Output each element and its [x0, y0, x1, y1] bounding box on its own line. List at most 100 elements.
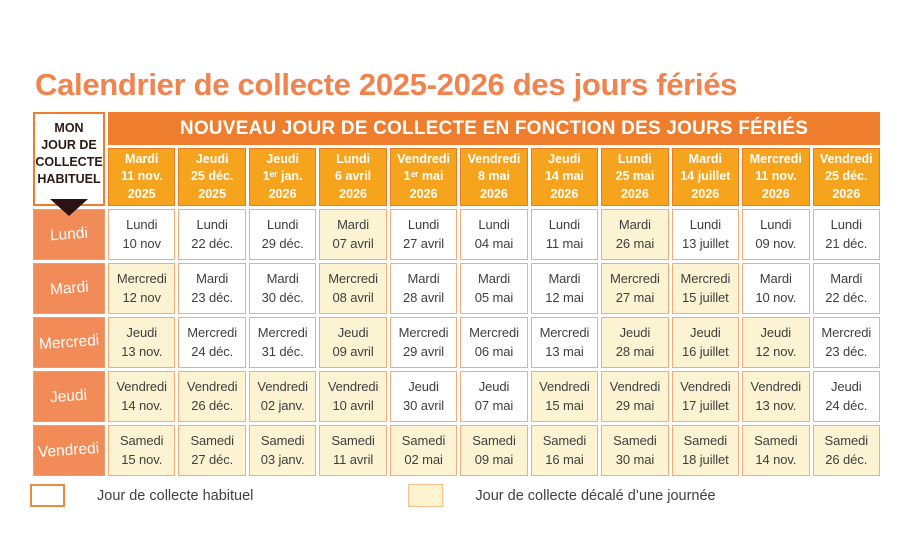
collection-cell-text: 17 juillet — [682, 397, 729, 413]
holiday-column-header-text: 2026 — [550, 186, 579, 201]
collection-cell: Mercredi 12 nov — [108, 263, 176, 314]
collection-cell: Samedi 11 avril — [319, 425, 387, 476]
collection-cell-text: Vendredi — [116, 379, 167, 395]
collection-cell: Vendredi 10 avril — [319, 371, 387, 422]
collection-cell: Jeudi 09 avril — [319, 317, 387, 368]
collection-cell-text: Samedi — [190, 433, 234, 449]
collection-cell-text: Lundi — [126, 217, 158, 233]
row-header-vendredi: Vendredi — [33, 425, 105, 476]
main-header-band: NOUVEAU JOUR DE COLLECTE EN FONCTION DES… — [108, 112, 880, 145]
collection-cell-text: Mercredi — [680, 271, 731, 287]
collection-cell-text: Mercredi — [469, 325, 519, 341]
collection-cell-text: 10 nov. — [755, 289, 797, 305]
collection-cell-text: Lundi — [830, 217, 862, 233]
collection-cell-text: 14 nov. — [755, 451, 797, 467]
row-header-mardi: Mardi — [33, 263, 105, 314]
holiday-column-header: Jeudi 25 déc. 2025 — [178, 148, 246, 206]
holiday-column-header: Vendredi 1ᵉʳ mai 2026 — [389, 148, 458, 206]
collection-cell-text: 29 déc. — [261, 235, 304, 251]
collection-cell: Vendredi 13 nov. — [742, 371, 810, 422]
holiday-column-header-text: 2026 — [832, 186, 861, 201]
collection-cell-text: Mercredi — [328, 271, 378, 287]
collection-cell-text: Samedi — [613, 433, 657, 449]
holiday-column-header-text: 1ᵉʳ jan. — [262, 169, 303, 184]
collection-cell-text: 27 avril — [402, 235, 445, 251]
row-header-mercredi-text: Mercredi — [38, 331, 100, 353]
collection-cell: Samedi 14 nov. — [742, 425, 810, 476]
collection-cell: Samedi 30 mai — [601, 425, 669, 476]
collection-cell-text: Mercredi — [257, 325, 308, 341]
holiday-column-header: Lundi 25 mai 2026 — [601, 148, 669, 206]
collection-cell: Vendredi 15 mai — [530, 371, 599, 422]
collection-cell-text: 30 mai — [615, 451, 655, 467]
collection-cell-text: Jeudi — [690, 325, 721, 341]
collection-cell-text: Mercredi — [821, 325, 872, 341]
collection-cell-text: 22 déc. — [191, 235, 234, 251]
collection-cell-text: Vendredi — [539, 379, 590, 395]
collection-cell-text: 13 mai — [545, 343, 584, 359]
holiday-column-header-text: Lundi — [617, 151, 652, 166]
collection-cell: Samedi 16 mai — [530, 425, 599, 476]
holiday-column-header-text: 8 mai — [478, 169, 510, 184]
holiday-column-header-text: Mardi — [125, 151, 159, 166]
holiday-column-header: Mardi 14 juillet 2026 — [671, 148, 740, 206]
collection-cell-text: Vendredi — [327, 379, 379, 395]
collection-cell: Mardi 10 nov. — [742, 263, 810, 314]
collection-cell-text: 06 mai — [474, 343, 514, 359]
row-header-mardi-text: Mardi — [49, 278, 89, 298]
collection-cell-text: 02 mai — [404, 451, 443, 467]
collection-cell: Samedi 27 déc. — [178, 425, 246, 476]
collection-cell: Jeudi 07 mai — [460, 371, 528, 422]
holiday-column-header-text: 2025 — [198, 186, 227, 201]
collection-cell-text: 26 déc. — [191, 397, 234, 413]
collection-cell-text: Mercredi — [398, 325, 449, 341]
collection-cell-text: 18 juillet — [682, 451, 729, 467]
collection-cell: Jeudi 16 juillet — [671, 317, 740, 368]
collection-cell: Mardi 23 déc. — [178, 263, 246, 314]
collection-cell-text: Jeudi — [830, 379, 862, 395]
collection-cell: Mardi 07 avril — [319, 209, 387, 260]
holiday-column-header-text: Lundi — [336, 151, 371, 166]
collection-cell-text: Mardi — [266, 271, 299, 287]
holiday-column-header-text: 2026 — [339, 186, 367, 201]
collection-cell-text: Jeudi — [126, 325, 158, 341]
collection-cell-text: Jeudi — [337, 325, 369, 341]
collection-cell-text: 22 déc. — [825, 289, 868, 305]
collection-cell-text: 23 déc. — [825, 343, 868, 359]
collection-cell: Vendredi 02 janv. — [248, 371, 317, 422]
collection-cell-text: Mardi — [618, 217, 651, 233]
holiday-column-header-text: 11 nov. — [755, 169, 797, 184]
collection-cell-text: 23 déc. — [191, 289, 234, 305]
collection-cell-text: Samedi — [683, 433, 728, 449]
holiday-column-header: Vendredi 25 déc. 2026 — [812, 148, 880, 206]
collection-cell-text: 12 nov. — [755, 343, 797, 359]
collection-cell-text: Jeudi — [478, 379, 510, 395]
collection-cell: Lundi 13 juillet — [671, 209, 740, 260]
holiday-column-header: Jeudi 14 mai 2026 — [530, 148, 599, 206]
legend-shifted-label: Jour de collecte décalé d’une journée — [475, 487, 716, 504]
collection-cell-text: Samedi — [754, 433, 798, 449]
collection-cell-text: 24 déc. — [825, 397, 868, 413]
collection-cell-text: 29 avril — [402, 343, 445, 359]
collection-cell: Samedi 03 janv. — [248, 425, 317, 476]
holiday-column-header: Mardi 11 nov. 2025 — [108, 148, 176, 206]
holiday-column-header-text: 14 juillet — [680, 169, 731, 184]
collection-cell-text: Vendredi — [186, 379, 238, 395]
collection-cell: Mardi 05 mai — [460, 263, 528, 314]
holiday-column-header-text: 2026 — [409, 186, 438, 201]
collection-cell: Lundi 29 déc. — [248, 209, 317, 260]
legend-habitual-swatch — [30, 484, 65, 507]
collection-cell: Mercredi 06 mai — [460, 317, 528, 368]
holiday-column-header: Jeudi 1ᵉʳ jan. 2026 — [248, 148, 317, 206]
collection-cell-text: Lundi — [548, 217, 581, 233]
holiday-column-header-text: 2026 — [268, 186, 297, 201]
collection-cell-text: Samedi — [472, 433, 516, 449]
collection-cell-text: 09 nov. — [755, 235, 797, 251]
collection-cell-text: Mardi — [196, 271, 229, 287]
collection-cell-text: 27 déc. — [191, 451, 234, 467]
collection-cell-text: 16 mai — [545, 451, 584, 467]
collection-cell-text: 08 avril — [332, 289, 374, 305]
collection-cell-text: 15 juillet — [682, 289, 729, 305]
collection-cell-text: 16 juillet — [682, 343, 729, 359]
collection-cell-text: Jeudi — [408, 379, 439, 395]
